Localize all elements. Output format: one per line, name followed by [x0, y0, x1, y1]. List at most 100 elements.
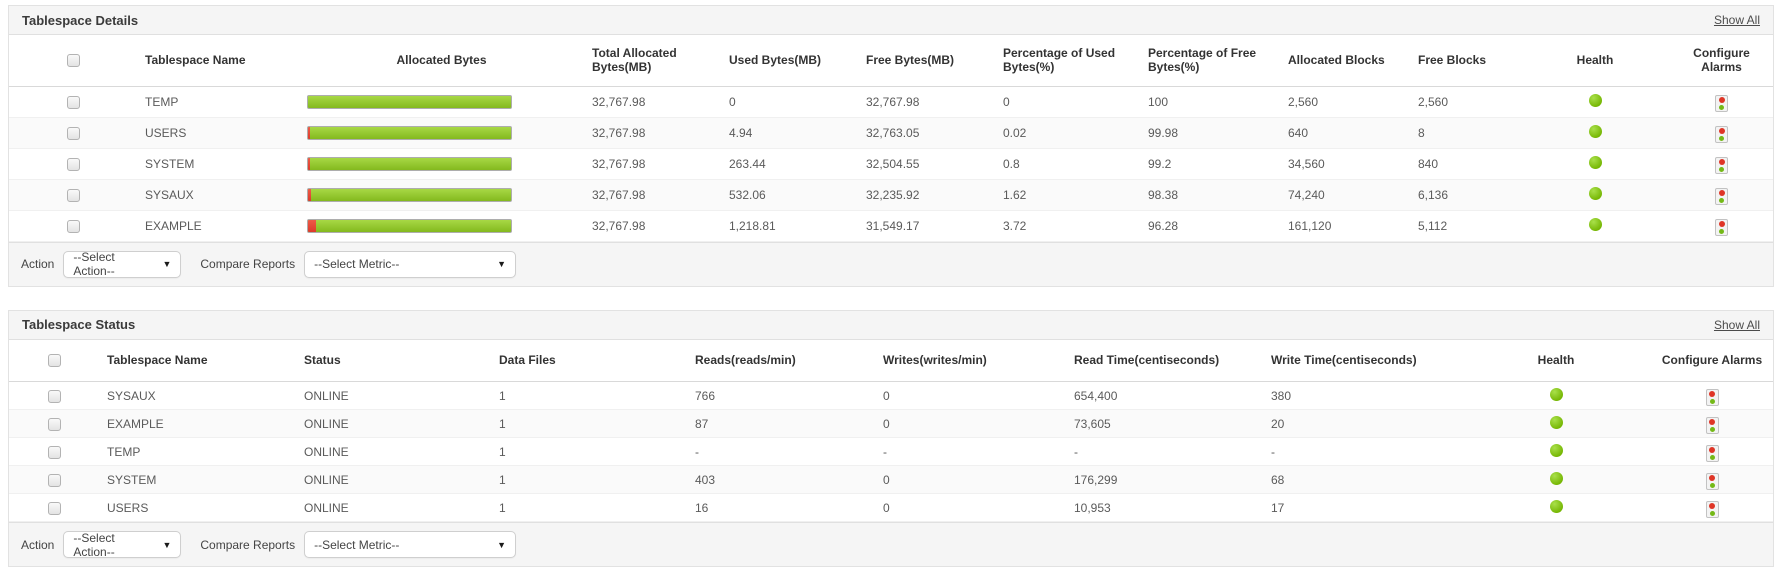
configure-alarms-icon[interactable] [1715, 156, 1728, 174]
select-metric-dropdown[interactable]: --Select Metric-- ▼ [304, 250, 517, 278]
configure-alarms-icon[interactable] [1705, 444, 1719, 462]
table-row: TEMP 32,767.98 0 32,767.98 0 100 2,560 2… [9, 86, 1773, 118]
pct-used: 1.62 [995, 179, 1140, 211]
select-all-checkbox[interactable] [47, 354, 61, 368]
free-mb: 32,763.05 [858, 117, 995, 149]
alarm-red-dot-icon [1709, 390, 1715, 397]
tablespace-name: EXAMPLE [137, 210, 299, 242]
col-data-files: Data Files [491, 339, 687, 382]
health-ok-icon [1549, 415, 1563, 429]
configure-alarms-icon[interactable] [1715, 187, 1728, 205]
read-time: 10,953 [1066, 493, 1263, 522]
used-bytes-bar-segment [308, 126, 311, 139]
configure-alarms-icon[interactable] [1705, 416, 1719, 434]
table-row: USERS ONLINE 1 16 0 10,953 17 [9, 493, 1773, 522]
reads: 766 [687, 381, 875, 410]
alarm-green-dot-icon [1709, 454, 1715, 460]
col-write-time: Write Time(centiseconds) [1263, 339, 1461, 382]
chevron-down-icon: ▼ [162, 539, 172, 550]
used-mb: 4.94 [721, 117, 858, 149]
health-ok-icon [1588, 186, 1602, 200]
alarm-green-dot-icon [1719, 104, 1724, 110]
select-action-dropdown[interactable]: --Select Action-- ▼ [63, 531, 182, 559]
select-all-checkbox[interactable] [66, 54, 80, 68]
select-action-value: --Select Action-- [73, 250, 115, 278]
writes: 0 [875, 465, 1066, 494]
allocated-blocks: 640 [1280, 117, 1410, 149]
configure-alarms-icon[interactable] [1705, 472, 1719, 490]
row-checkbox[interactable] [66, 157, 80, 171]
data-files: 1 [491, 381, 687, 410]
row-checkbox[interactable] [66, 219, 80, 233]
col-pct-used: Percentage of Used Bytes(%) [995, 35, 1140, 87]
configure-alarms-icon[interactable] [1705, 500, 1719, 518]
table-row: SYSAUX ONLINE 1 766 0 654,400 380 [9, 381, 1773, 410]
writes: 0 [875, 493, 1066, 522]
write-time: 68 [1263, 465, 1461, 494]
col-used-bytes: Used Bytes(MB) [721, 35, 858, 87]
pct-free: 100 [1140, 86, 1280, 118]
table-row: EXAMPLE ONLINE 1 87 0 73,605 20 [9, 409, 1773, 438]
row-checkbox[interactable] [47, 389, 61, 403]
row-checkbox[interactable] [66, 188, 80, 202]
compare-reports-label: Compare Reports [200, 257, 296, 271]
allocated-bytes-bar [307, 156, 512, 171]
row-checkbox[interactable] [47, 417, 61, 431]
show-all-link[interactable]: Show All [1713, 317, 1760, 332]
write-time: 20 [1263, 409, 1461, 438]
writes: - [875, 437, 1066, 466]
table-row: USERS 32,767.98 4.94 32,763.05 0.02 99.9… [9, 117, 1773, 149]
configure-alarms-icon[interactable] [1715, 218, 1728, 236]
select-action-dropdown[interactable]: --Select Action-- ▼ [63, 250, 182, 278]
col-tablespace-name: Tablespace Name [137, 35, 299, 87]
allocated-bytes-bar [307, 125, 512, 140]
alarm-green-dot-icon [1719, 166, 1724, 172]
health-ok-icon [1588, 124, 1602, 138]
free-mb: 32,235.92 [858, 179, 995, 211]
select-metric-dropdown[interactable]: --Select Metric-- ▼ [304, 531, 517, 558]
show-all-link[interactable]: Show All [1713, 13, 1760, 27]
action-label: Action [21, 257, 55, 271]
alarm-red-dot-icon [1718, 158, 1725, 165]
free-mb: 31,549.17 [858, 210, 995, 242]
col-configure-alarms: Configure Alarms [1670, 35, 1773, 87]
used-bytes-bar-segment [308, 157, 311, 170]
action-label: Action [21, 537, 55, 552]
status-value: ONLINE [296, 409, 491, 438]
tablespace-name: SYSAUX [137, 179, 299, 211]
configure-alarms-icon[interactable] [1705, 388, 1719, 406]
row-checkbox[interactable] [47, 473, 61, 487]
tablespace-name: SYSTEM [137, 148, 299, 180]
read-time: 73,605 [1066, 409, 1263, 438]
tablespace-status-header: Tablespace Status Show All [9, 310, 1773, 340]
alarm-red-dot-icon [1709, 418, 1715, 425]
tablespace-name: SYSAUX [99, 381, 296, 410]
write-time: - [1263, 437, 1461, 466]
alarm-green-dot-icon [1709, 510, 1715, 516]
total-allocated-mb: 32,767.98 [584, 210, 721, 242]
pct-used: 0 [995, 86, 1140, 118]
alarm-red-dot-icon [1718, 96, 1725, 103]
row-checkbox[interactable] [47, 501, 61, 515]
col-configure-alarms: Configure Alarms [1651, 339, 1773, 382]
configure-alarms-icon[interactable] [1715, 125, 1728, 143]
col-reads: Reads(reads/min) [687, 339, 875, 382]
row-checkbox[interactable] [66, 126, 80, 140]
used-mb: 263.44 [721, 148, 858, 180]
used-bytes-bar-segment [308, 219, 316, 232]
alarm-red-dot-icon [1718, 220, 1725, 227]
alarm-green-dot-icon [1719, 135, 1724, 141]
row-checkbox[interactable] [47, 445, 61, 459]
row-checkbox[interactable] [66, 95, 80, 109]
pct-free: 96.28 [1140, 210, 1280, 242]
total-allocated-mb: 32,767.98 [584, 117, 721, 149]
pct-used: 3.72 [995, 210, 1140, 242]
data-files: 1 [491, 437, 687, 466]
tablespace-name: TEMP [137, 86, 299, 118]
tablespace-name: USERS [99, 493, 296, 522]
allocated-bytes-bar [307, 94, 512, 109]
health-ok-icon [1588, 93, 1602, 107]
table-row: SYSTEM 32,767.98 263.44 32,504.55 0.8 99… [9, 148, 1773, 180]
health-ok-icon [1588, 217, 1602, 231]
configure-alarms-icon[interactable] [1715, 94, 1728, 112]
